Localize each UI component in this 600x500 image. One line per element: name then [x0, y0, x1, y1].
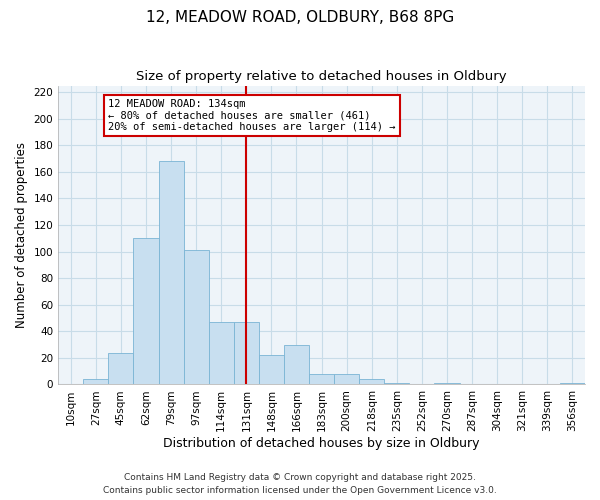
- Bar: [158, 162, 184, 384]
- Bar: [434, 383, 460, 384]
- Text: 12 MEADOW ROAD: 134sqm
← 80% of detached houses are smaller (461)
20% of semi-de: 12 MEADOW ROAD: 134sqm ← 80% of detached…: [109, 99, 396, 132]
- Bar: [309, 374, 334, 384]
- X-axis label: Distribution of detached houses by size in Oldbury: Distribution of detached houses by size …: [163, 437, 480, 450]
- Title: Size of property relative to detached houses in Oldbury: Size of property relative to detached ho…: [136, 70, 507, 83]
- Bar: [109, 352, 133, 384]
- Bar: [359, 379, 385, 384]
- Bar: [83, 379, 109, 384]
- Bar: [334, 374, 359, 384]
- Bar: [385, 383, 409, 384]
- Bar: [184, 250, 209, 384]
- Bar: [560, 383, 585, 384]
- Bar: [234, 322, 259, 384]
- Bar: [284, 344, 309, 385]
- Text: 12, MEADOW ROAD, OLDBURY, B68 8PG: 12, MEADOW ROAD, OLDBURY, B68 8PG: [146, 10, 454, 25]
- Bar: [133, 238, 158, 384]
- Bar: [259, 355, 284, 384]
- Y-axis label: Number of detached properties: Number of detached properties: [15, 142, 28, 328]
- Bar: [209, 322, 234, 384]
- Text: Contains HM Land Registry data © Crown copyright and database right 2025.
Contai: Contains HM Land Registry data © Crown c…: [103, 474, 497, 495]
